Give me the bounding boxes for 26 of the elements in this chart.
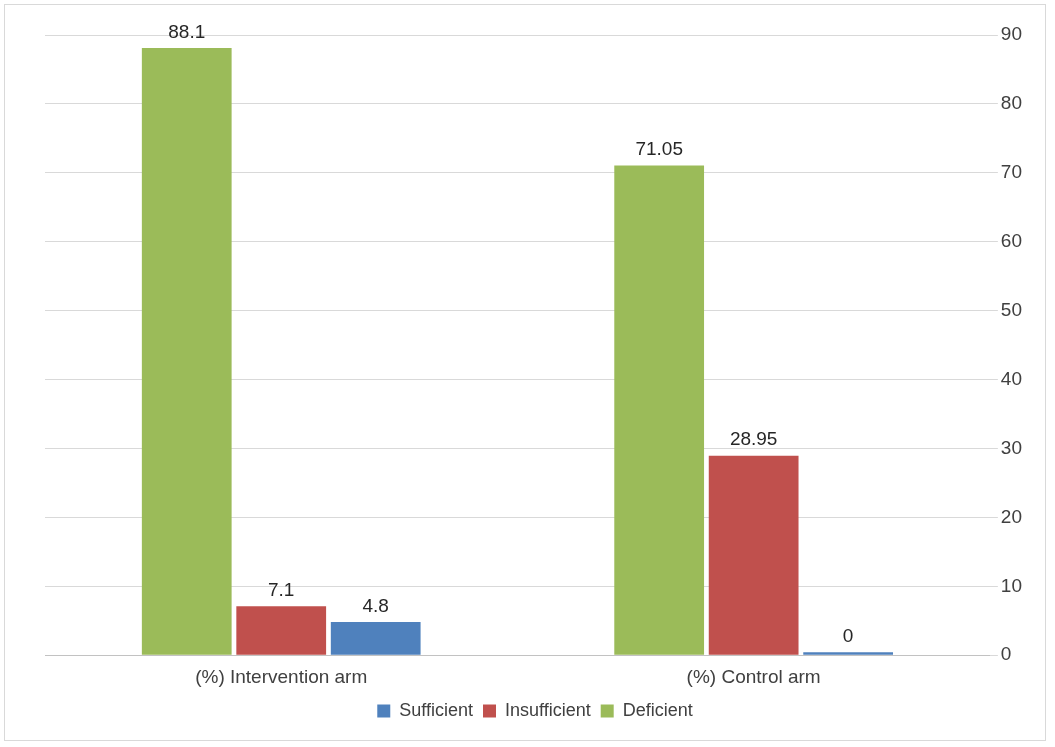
y-tick-label: 30 bbox=[1000, 436, 1023, 458]
bar bbox=[236, 606, 327, 655]
data-label: 7.1 bbox=[268, 579, 295, 601]
legend-label: Insufficient bbox=[504, 699, 591, 720]
legend-label: Deficient bbox=[622, 699, 693, 720]
data-label: 28.95 bbox=[729, 428, 778, 450]
y-tick-label: 40 bbox=[1000, 367, 1023, 389]
data-label: 0 bbox=[842, 624, 854, 646]
bar bbox=[330, 622, 421, 655]
x-tick-label: (%) Intervention arm bbox=[195, 665, 368, 687]
bar bbox=[708, 455, 799, 655]
y-tick-label: 50 bbox=[1000, 298, 1023, 320]
y-tick-label: 10 bbox=[1000, 574, 1023, 596]
y-tick-label: 0 bbox=[1000, 643, 1012, 665]
bar bbox=[614, 165, 705, 655]
y-tick-label: 20 bbox=[1000, 505, 1023, 527]
y-tick-label: 80 bbox=[1000, 92, 1023, 114]
y-tick-label: 90 bbox=[1000, 23, 1023, 45]
x-tick-label: (%) Control arm bbox=[686, 665, 821, 687]
data-label: 71.05 bbox=[635, 138, 683, 160]
data-label: 4.8 bbox=[362, 594, 389, 616]
legend-label: Sufficient bbox=[399, 699, 473, 720]
data-label: 88.1 bbox=[168, 20, 206, 42]
y-tick-label: 60 bbox=[1000, 229, 1023, 251]
y-tick-label: 70 bbox=[1000, 161, 1023, 183]
bar bbox=[141, 48, 232, 655]
